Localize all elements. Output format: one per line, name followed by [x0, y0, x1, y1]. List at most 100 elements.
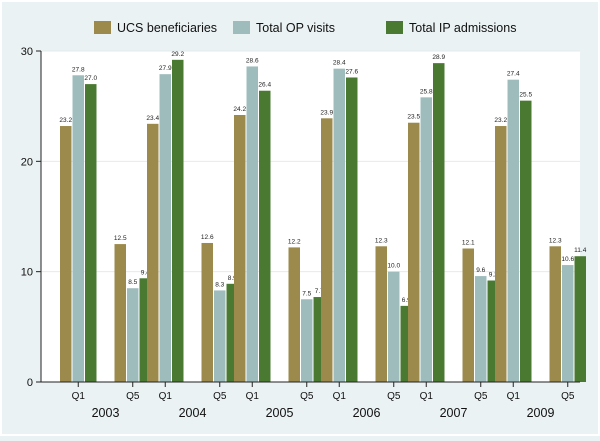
- year-label: 2003: [92, 406, 120, 420]
- quintile-label: Q5: [387, 391, 401, 402]
- bar: [147, 123, 159, 382]
- quintile-label: Q1: [333, 391, 347, 402]
- bar: [562, 265, 574, 382]
- bar: [475, 276, 487, 382]
- quintile-label: Q1: [507, 391, 521, 402]
- bar: [495, 126, 507, 382]
- bar: [201, 242, 213, 382]
- legend-label: Total OP visits: [256, 21, 335, 35]
- bar: [85, 84, 97, 382]
- data-label: 6.9: [402, 297, 411, 304]
- data-label: 12.3: [549, 237, 562, 244]
- bar: [234, 114, 246, 382]
- data-label: 25.5: [519, 92, 532, 99]
- bar: [420, 97, 432, 382]
- legend-swatch: [386, 21, 403, 34]
- bar: [549, 246, 561, 382]
- data-label: 9.6: [476, 267, 485, 274]
- bar: [433, 63, 445, 383]
- quintile-label: Q1: [420, 391, 434, 402]
- data-label: 12.6: [201, 234, 214, 241]
- bar: [462, 248, 474, 382]
- data-label: 12.1: [462, 239, 475, 246]
- year-label: 2009: [527, 406, 555, 420]
- year-label: 2007: [440, 406, 468, 420]
- data-label: 27.4: [507, 71, 520, 78]
- data-label: 9.4: [141, 269, 150, 276]
- bar: [139, 278, 151, 382]
- quintile-label: Q5: [561, 391, 575, 402]
- bar: [172, 59, 184, 383]
- bar: [507, 79, 519, 382]
- bar: [333, 68, 345, 383]
- bars: 23.2 27.8 27.0 12.5 8.5 9.4 23.4 27.9 29.2 12.6 8.…: [59, 51, 587, 383]
- data-label: 8.9: [228, 275, 237, 282]
- data-label: 27.8: [72, 66, 85, 73]
- data-label: 23.5: [407, 114, 420, 121]
- data-label: 8.3: [215, 281, 224, 288]
- bar: [313, 297, 325, 382]
- bar: [259, 90, 271, 382]
- data-label: 11.4: [574, 247, 587, 254]
- data-label: 8.5: [128, 279, 137, 286]
- bar: [346, 77, 358, 382]
- data-label: 23.9: [320, 109, 333, 116]
- bar: [226, 283, 238, 382]
- y-tick-label: 10: [21, 267, 33, 279]
- year-label: 2005: [266, 406, 294, 420]
- legend-swatch: [94, 21, 111, 34]
- data-label: 24.2: [233, 106, 246, 113]
- data-label: 26.4: [258, 82, 271, 89]
- data-label: 12.5: [114, 235, 127, 242]
- data-label: 12.3: [375, 237, 388, 244]
- quintile-label: Q1: [246, 391, 260, 402]
- bar: [114, 244, 126, 382]
- bar: [214, 290, 226, 382]
- bar: [487, 280, 499, 382]
- bar: [408, 122, 420, 382]
- bar: [246, 66, 258, 383]
- data-label: 12.2: [288, 238, 301, 245]
- data-label: 27.0: [84, 75, 97, 82]
- quintile-label: Q5: [474, 391, 488, 402]
- bar: [375, 246, 387, 382]
- data-label: 23.2: [494, 117, 507, 124]
- bar: [321, 118, 333, 382]
- quintile-label: Q1: [72, 391, 86, 402]
- y-axis: 0 10 20 30: [21, 46, 42, 389]
- data-label: 10.0: [387, 263, 400, 270]
- bar: [159, 74, 171, 383]
- bar: [520, 100, 532, 383]
- data-label: 23.4: [146, 115, 159, 122]
- data-label: 7.7: [315, 288, 324, 295]
- legend-label: Total IP admissions: [409, 21, 516, 35]
- data-label: 25.8: [420, 88, 433, 95]
- legend: UCS beneficiaries Total OP visits Total IP…: [94, 21, 516, 35]
- y-tick-label: 30: [21, 46, 33, 58]
- bar: [388, 271, 400, 382]
- bar: [301, 299, 313, 382]
- data-label: 23.2: [59, 117, 72, 124]
- bar: [288, 247, 300, 382]
- data-label: 27.6: [345, 68, 358, 75]
- legend-swatch: [233, 21, 250, 34]
- bar: [574, 256, 586, 382]
- data-label: 9.2: [489, 271, 498, 278]
- bar: [127, 288, 139, 382]
- data-label: 28.4: [333, 60, 346, 67]
- x-axis: Q1 Q5 2003 Q1 Q5 2004 Q1 Q5 2005 Q1 Q5 2006 Q1 Q5 2007…: [41, 381, 580, 420]
- data-label: 28.6: [246, 57, 259, 64]
- data-label: 27.9: [159, 65, 172, 72]
- data-label: 28.9: [432, 54, 445, 61]
- bar: [72, 75, 84, 383]
- year-label: 2004: [179, 406, 207, 420]
- gridlines: [41, 50, 580, 273]
- bar: [400, 305, 412, 382]
- quintile-label: Q5: [126, 391, 140, 402]
- year-label: 2006: [353, 406, 381, 420]
- bar: [60, 126, 72, 382]
- data-label: 29.2: [171, 51, 184, 58]
- y-tick-label: 20: [21, 156, 33, 168]
